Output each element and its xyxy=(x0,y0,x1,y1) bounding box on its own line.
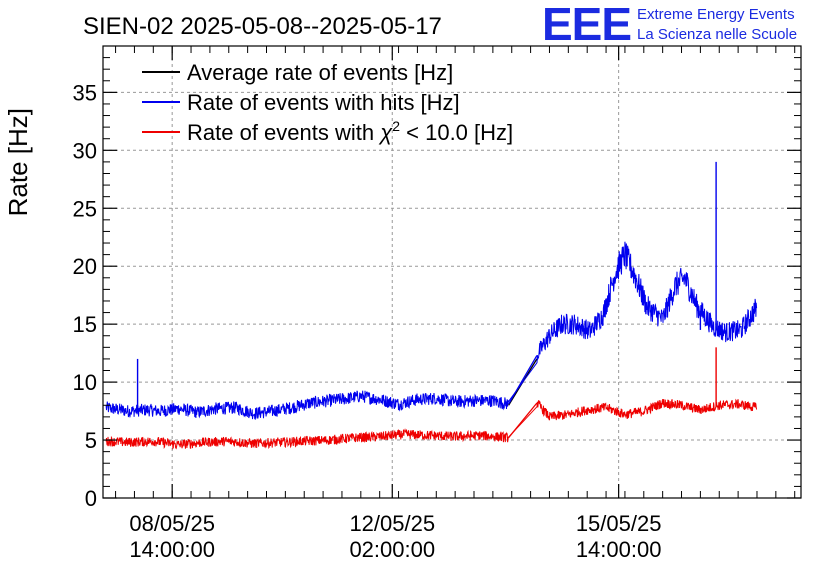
legend-entry: Rate of events with hits [Hz] xyxy=(142,90,460,115)
y-axis-title: Rate [Hz] xyxy=(3,108,33,216)
series-2 xyxy=(105,347,758,450)
logo-line-1: Extreme Energy Events xyxy=(637,6,795,23)
series-gap-segment-1 xyxy=(508,355,538,405)
data-series xyxy=(105,161,758,450)
x-tick-time: 02:00:00 xyxy=(349,537,435,562)
y-tick-label: 5 xyxy=(85,428,97,453)
legend-label: Average rate of events [Hz] xyxy=(187,60,453,85)
logo-line-2: La Scienza nelle Scuole xyxy=(637,26,797,43)
series-line-2 xyxy=(105,398,758,450)
legend-label: Rate of events with hits [Hz] xyxy=(187,90,460,115)
chart-title: SIEN-02 2025-05-08--2025-05-17 xyxy=(83,13,442,40)
series-gap-segment-2 xyxy=(508,402,538,439)
x-tick-date: 15/05/25 xyxy=(576,511,662,536)
y-tick-label: 10 xyxy=(73,370,97,395)
x-tick-time: 14:00:00 xyxy=(129,537,215,562)
y-tick-label: 20 xyxy=(73,254,97,279)
grid xyxy=(103,46,801,498)
x-tick-date: 08/05/25 xyxy=(129,511,215,536)
y-tick-label: 30 xyxy=(73,138,97,163)
legend-label: Rate of events with χ2 < 10.0 [Hz] xyxy=(187,118,513,145)
legend-entry: Average rate of events [Hz] xyxy=(142,60,453,85)
y-tick-label: 25 xyxy=(73,196,97,221)
eee-logo: EEE Extreme Energy Events La Scienza nel… xyxy=(542,0,797,50)
axis-ticks xyxy=(103,45,801,499)
series-1 xyxy=(105,161,758,420)
legend-entry: Rate of events with χ2 < 10.0 [Hz] xyxy=(142,118,513,145)
y-tick-label: 0 xyxy=(85,486,97,511)
plot-frame xyxy=(102,45,802,499)
tick-labels: 0510152025303508/05/2514:00:0012/05/2502… xyxy=(73,80,662,562)
series-line-1 xyxy=(105,241,758,420)
x-tick-date: 12/05/25 xyxy=(349,511,435,536)
y-tick-label: 35 xyxy=(73,80,97,105)
logo-mark: EEE xyxy=(542,0,631,50)
y-tick-label: 15 xyxy=(73,312,97,337)
legend: Average rate of events [Hz] Rate of event… xyxy=(142,60,513,145)
x-tick-time: 14:00:00 xyxy=(576,537,662,562)
